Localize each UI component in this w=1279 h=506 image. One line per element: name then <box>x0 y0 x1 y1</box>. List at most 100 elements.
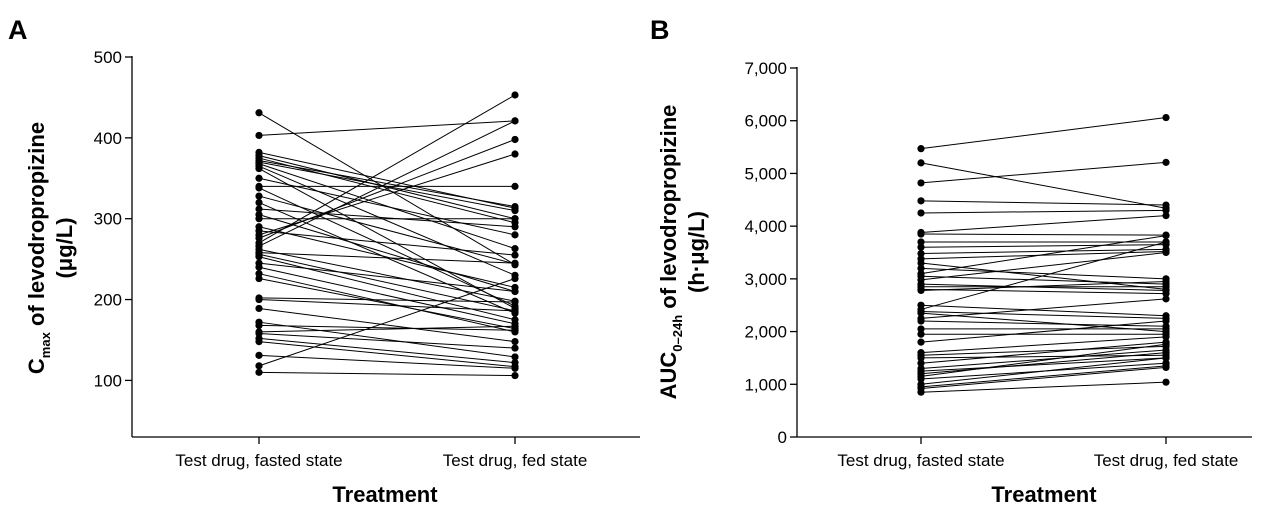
panel-a-point-fasted <box>255 253 263 261</box>
panel-b-point-fasted <box>917 309 925 317</box>
panel-b-point-fasted <box>917 388 925 396</box>
panel-a-pair-line <box>258 214 516 292</box>
panel-a-svg: A 100 200 300 400 500 Test drug, fasted stat… <box>8 15 640 506</box>
panel-b-point-fasted <box>917 145 925 153</box>
panel-a-point-fed <box>511 215 519 223</box>
panel-b-pair-line <box>920 304 1167 317</box>
panel-a-points <box>255 91 519 380</box>
panel-b-pair-lines <box>920 117 1167 393</box>
panel-a-pair-line <box>258 139 516 239</box>
panel-a-point-fed <box>511 259 519 267</box>
panel-b-pair-line <box>920 288 1167 295</box>
panel-a-point-fasted <box>255 295 263 304</box>
panel-a-point-fasted <box>255 174 263 182</box>
panel-a-y-axis-title-unit: (μg/L) <box>52 217 77 278</box>
panel-a-y-ticks: 100 200 300 400 500 <box>94 48 132 390</box>
panel-a-point-fed <box>511 364 519 372</box>
panel-a-point-fed <box>511 251 519 259</box>
panel-b-point-fasted <box>917 249 925 258</box>
panel-b-pair-line <box>920 117 1167 150</box>
panel-a-letter: A <box>8 15 28 45</box>
panel-a-pair-line <box>258 324 516 331</box>
panel-a-y-tick-label: 100 <box>94 371 122 390</box>
panel-b-point-fasted <box>917 317 925 325</box>
panel-b-point-fed <box>1162 113 1170 122</box>
panel-a-pair-line <box>258 165 516 276</box>
panel-a-point-fasted <box>255 368 263 376</box>
panel-a-point-fasted <box>255 131 263 140</box>
panel-a-x-axis-title: Treatment <box>332 482 438 506</box>
panel-a-pair-line <box>258 168 516 309</box>
panel-b-point-fed <box>1162 363 1170 372</box>
panel-a-point-fed <box>511 287 519 296</box>
panel-b-point-fed <box>1162 325 1170 333</box>
panel-b-y-axis-title: AUC0–24h of levodropropizine (h·μg/L) <box>656 105 709 400</box>
panel-b-pair-line <box>920 349 1167 369</box>
panel-b-point-fasted <box>917 259 925 267</box>
panel-a-pair-line <box>258 299 516 312</box>
panel-a-y-title-rest: of levodropropizine <box>24 122 49 332</box>
panel-b-y-tick-label: 1,000 <box>744 375 787 394</box>
panel-b-pair-line <box>920 357 1167 385</box>
panel-a-y-title-main: C <box>24 358 49 374</box>
panel-b-point-fasted <box>917 359 925 367</box>
panel-a-y-title-sub: max <box>38 331 53 358</box>
panel-a-point-fasted <box>255 274 263 283</box>
panel-a-point-fed <box>511 371 519 380</box>
panel-b-point-fed <box>1162 340 1170 348</box>
panel-a-pair-line <box>258 262 516 292</box>
panel-a-point-fed <box>511 274 519 283</box>
panel-a-pair-line <box>258 333 516 349</box>
panel-b-y-axis-title-line1: AUC0–24h of levodropropizine <box>656 105 685 400</box>
panel-b-pair-line <box>920 320 1167 327</box>
panel-b-pair-line <box>920 267 1167 280</box>
panel-b-pair-line <box>920 200 1167 206</box>
panel-b-pair-line <box>920 215 1167 233</box>
panel-b-y-tick-label: 0 <box>778 428 787 447</box>
panel-b-pair-line <box>920 283 1167 291</box>
panel-a-pair-line <box>258 157 516 224</box>
panel-b-y-tick-label: 6,000 <box>744 112 787 131</box>
panel-b-pair-line <box>920 235 1167 275</box>
panel-b-point-fasted <box>917 286 925 295</box>
panel-b-point-fasted <box>917 238 925 246</box>
panel-b-pair-line <box>920 233 1167 236</box>
panel-a-point-fed <box>511 182 519 190</box>
panel-a-pair-lines <box>258 94 516 377</box>
panel-b-point-fasted <box>917 197 925 205</box>
panel-b-point-fed <box>1162 212 1170 220</box>
panel-a: A 100 200 300 400 500 Test drug, fasted stat… <box>8 15 640 506</box>
panel-b-point-fed <box>1162 333 1170 341</box>
panel-a-pair-line <box>258 307 516 343</box>
panel-a-pair-line <box>258 248 516 302</box>
panel-b-pair-line <box>920 241 1167 310</box>
panel-b-pair-line <box>920 381 1167 393</box>
panel-b-y-tick-label: 4,000 <box>744 217 787 236</box>
panel-b-point-fed <box>1162 206 1170 214</box>
panel-b-point-fasted <box>917 264 925 272</box>
panel-a-point-fasted <box>255 164 263 173</box>
panel-a-y-tick-label: 500 <box>94 48 122 67</box>
panel-b-pair-line <box>920 280 1167 291</box>
panel-a-point-fasted <box>255 337 263 346</box>
panel-a-pair-line <box>258 325 516 333</box>
panel-a-point-fed <box>511 307 519 315</box>
panel-a-pair-line <box>258 230 516 256</box>
panel-b-pair-line <box>920 162 1167 209</box>
panel-a-point-fed <box>511 223 519 231</box>
panel-a-point-fasted <box>255 351 263 359</box>
panel-a-point-fed <box>511 91 519 99</box>
panel-b-point-fed <box>1162 232 1170 240</box>
panel-b-point-fasted <box>917 338 925 346</box>
panel-b-pair-line <box>920 366 1167 390</box>
panel-b-y-tick-label: 3,000 <box>744 270 787 289</box>
panel-b-pair-line <box>920 244 1167 248</box>
panel-a-point-fed <box>511 344 519 352</box>
panel-b-pair-line <box>920 341 1167 364</box>
panel-a-pair-line <box>258 94 516 244</box>
panel-b-pair-line <box>920 352 1167 375</box>
panel-a-pair-line <box>258 208 516 228</box>
panel-b-y-title-sub: 0–24h <box>670 315 685 352</box>
panel-a-point-fasted <box>255 215 263 223</box>
panel-b-point-fed <box>1162 158 1170 166</box>
